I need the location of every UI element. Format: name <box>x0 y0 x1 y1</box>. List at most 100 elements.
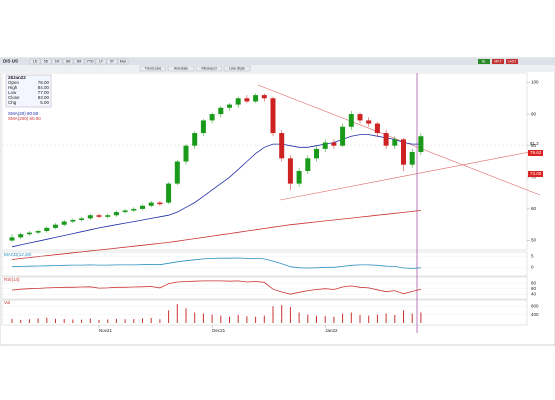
candle-body[interactable] <box>122 210 128 213</box>
trend-line[interactable] <box>279 149 541 201</box>
candle-body[interactable] <box>44 227 50 232</box>
candle-body[interactable] <box>418 136 424 153</box>
candle-body[interactable] <box>409 152 415 165</box>
candle-body[interactable] <box>35 231 41 233</box>
candle-body[interactable] <box>183 145 189 162</box>
candle-body[interactable] <box>192 133 198 146</box>
tool-label[interactable]: Annotate <box>174 67 188 71</box>
volume-bar <box>98 319 100 323</box>
candle-body[interactable] <box>348 114 354 127</box>
candle-body[interactable] <box>357 114 363 121</box>
volume-bar <box>89 318 91 323</box>
candle-body[interactable] <box>209 114 215 121</box>
candle-body[interactable] <box>157 202 163 205</box>
candle-body[interactable] <box>401 139 406 165</box>
candle-body[interactable] <box>383 133 389 146</box>
toolbar-button-label[interactable]: 6M <box>77 60 82 64</box>
toolbar-button-label[interactable]: 5D <box>44 60 49 64</box>
toolbar-button[interactable] <box>117 58 129 65</box>
toolbar-button-label[interactable]: Max <box>120 60 127 64</box>
candle-body[interactable] <box>218 107 224 115</box>
volume-bar <box>324 316 326 323</box>
candle-body[interactable] <box>9 237 15 241</box>
tool-label[interactable]: Line Style <box>229 67 244 71</box>
badge-label[interactable]: BL <box>482 60 486 64</box>
candle-body[interactable] <box>366 120 372 124</box>
candle-body[interactable] <box>148 202 154 206</box>
toolbar-row <box>0 65 555 72</box>
tool-button[interactable] <box>139 65 167 72</box>
info-value: 77.00 <box>38 90 50 95</box>
volume-bar <box>281 305 283 323</box>
candle-body[interactable] <box>253 95 259 102</box>
toolbar-button[interactable] <box>84 58 96 65</box>
toolbar-button-label[interactable]: 1Y <box>99 60 104 64</box>
candle-body[interactable] <box>261 95 267 99</box>
candle-body[interactable] <box>53 224 58 228</box>
toolbar-button-label[interactable]: YTD <box>87 60 94 64</box>
panel-title: MACD(12,26) <box>4 252 32 257</box>
candle-body[interactable] <box>227 104 232 108</box>
candle-body[interactable] <box>235 98 241 105</box>
ticker[interactable]: DIS US <box>3 59 18 64</box>
toolbar-button[interactable] <box>51 58 63 65</box>
toolbar-button-label[interactable]: 1D <box>33 60 38 64</box>
toolbar-button-label[interactable]: 3M <box>66 60 71 64</box>
toolbar-button[interactable] <box>62 58 74 65</box>
candle-body[interactable] <box>96 215 102 217</box>
candle-body[interactable] <box>340 126 346 146</box>
candle-body[interactable] <box>287 158 293 184</box>
tool-button[interactable] <box>223 65 251 72</box>
trend-line[interactable] <box>257 84 541 196</box>
candle-body[interactable] <box>200 120 206 134</box>
volume-bar <box>28 319 30 323</box>
candle-body[interactable] <box>296 170 302 184</box>
candle-body[interactable] <box>113 212 119 216</box>
candle-body[interactable] <box>166 183 172 203</box>
toolbar-button[interactable] <box>29 58 41 65</box>
candle-body[interactable] <box>314 148 319 159</box>
candle-body[interactable] <box>322 142 328 149</box>
candle-body[interactable] <box>70 219 76 222</box>
toolbar-button[interactable] <box>73 58 85 65</box>
toolbar-button-label[interactable]: 1M <box>55 60 60 64</box>
candle-body[interactable] <box>26 232 32 235</box>
macd-pane <box>1 251 528 277</box>
badge-label[interactable]: LAST <box>508 60 518 64</box>
volume-bar <box>150 317 152 323</box>
tool-label[interactable]: Fibonacci <box>202 67 217 71</box>
tool-button[interactable] <box>167 65 195 72</box>
moving-average <box>11 134 421 248</box>
info-key: Chg <box>8 100 17 105</box>
badge[interactable] <box>492 59 504 64</box>
candle-body[interactable] <box>18 234 24 238</box>
info-key: High <box>8 85 18 90</box>
volume-bar <box>376 314 378 323</box>
candle-body[interactable] <box>331 142 337 146</box>
toolbar-row <box>0 58 555 65</box>
candle-body[interactable] <box>140 205 145 209</box>
tool-label[interactable]: Trend Line <box>145 67 162 71</box>
badge[interactable] <box>478 59 490 64</box>
candle-body[interactable] <box>87 215 93 219</box>
toolbar-button[interactable] <box>40 58 52 65</box>
toolbar-button[interactable] <box>95 58 107 65</box>
candle-body[interactable] <box>131 208 137 211</box>
candle-body[interactable] <box>174 161 180 184</box>
candle-body[interactable] <box>105 215 111 217</box>
candle-body[interactable] <box>270 98 276 134</box>
candle-body[interactable] <box>374 123 380 134</box>
candle-body[interactable] <box>79 218 85 220</box>
badge-label[interactable]: MKT <box>494 60 502 64</box>
toolbar-button-label[interactable]: 5Y <box>110 60 115 64</box>
toolbar-button[interactable] <box>106 58 118 65</box>
tool-button[interactable] <box>195 65 223 72</box>
candle-body[interactable] <box>305 158 311 171</box>
candle-body[interactable] <box>279 133 285 159</box>
candle-body[interactable] <box>392 139 398 146</box>
badge[interactable] <box>506 59 518 64</box>
candle-body[interactable] <box>244 98 250 102</box>
y-tick-label: 50 <box>531 238 537 243</box>
candle-body[interactable] <box>61 221 67 225</box>
